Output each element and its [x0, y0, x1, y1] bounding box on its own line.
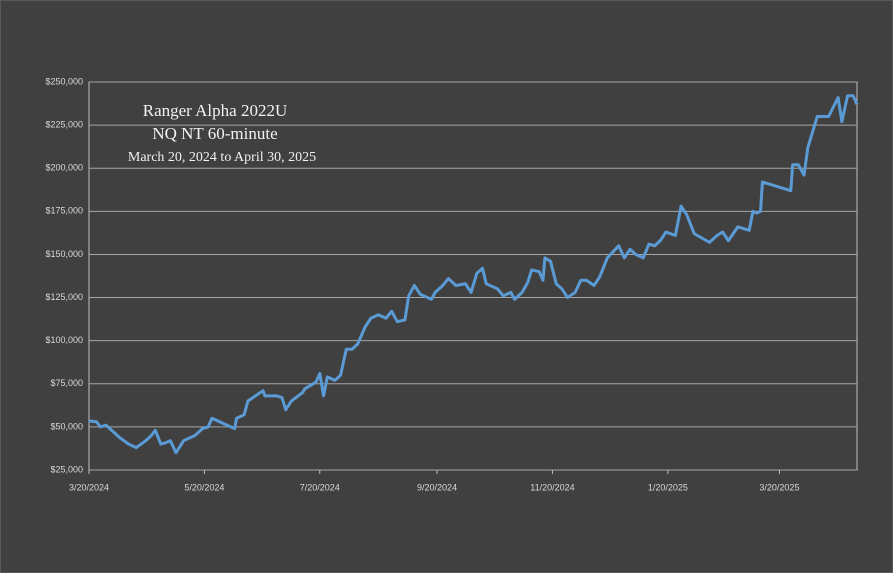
chart-title: Ranger Alpha 2022U	[143, 101, 287, 120]
y-tick-label: $150,000	[45, 249, 83, 259]
chart-date-range: March 20, 2024 to April 30, 2025	[128, 150, 316, 165]
x-tick-label: 7/20/2024	[300, 482, 340, 492]
y-tick-label: $125,000	[45, 292, 83, 302]
y-tick-label: $100,000	[45, 335, 83, 345]
y-tick-label: $200,000	[45, 163, 83, 173]
y-tick-label: $25,000	[50, 464, 83, 474]
data-line	[88, 94, 859, 455]
y-tick-label: $225,000	[45, 119, 83, 129]
y-tick-label: $75,000	[50, 378, 83, 388]
y-tick-label: $250,000	[45, 76, 83, 86]
x-tick-label: 1/20/2025	[648, 482, 688, 492]
y-tick-label: $175,000	[45, 206, 83, 216]
x-tick-label: 5/20/2024	[184, 482, 224, 492]
x-tick-label: 9/20/2024	[417, 482, 457, 492]
x-tick-label: 3/20/2024	[69, 482, 109, 492]
x-tick-label: 11/20/2024	[530, 482, 574, 492]
chart-subtitle: NQ NT 60-minute	[152, 124, 277, 143]
x-tick-label: 3/20/2025	[759, 482, 799, 492]
y-tick-label: $50,000	[50, 421, 83, 431]
